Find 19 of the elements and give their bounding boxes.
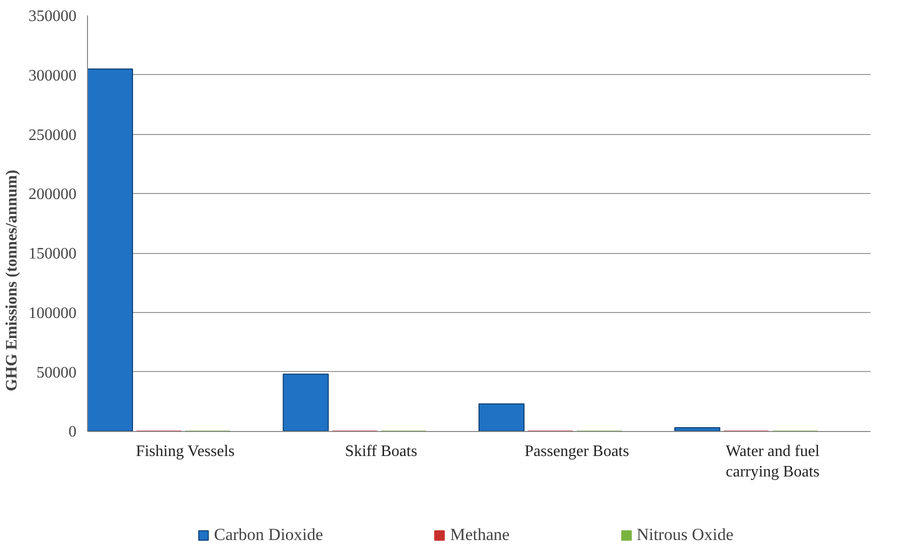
y-tick-label: 350000 — [28, 8, 76, 25]
bar — [88, 68, 134, 432]
x-tick-label: Water and fuel carrying Boats — [726, 443, 820, 481]
y-tick-label: 50000 — [36, 364, 76, 382]
legend-label: Methane — [450, 525, 510, 545]
x-tick-label: Fishing Vessels — [136, 443, 235, 460]
x-tick-label: Passenger Boats — [524, 443, 630, 460]
y-axis-title: GHG Emissions (tonnes/annum) — [4, 170, 20, 392]
legend-label: Carbon Dioxide — [214, 525, 324, 545]
bar — [282, 374, 329, 432]
y-tick-label: 250000 — [28, 126, 76, 144]
legend-label: Nitrous Oxide — [636, 525, 734, 545]
y-tick-label: 150000 — [28, 246, 76, 263]
y-tick-label: 200000 — [28, 186, 76, 204]
bar — [478, 403, 525, 432]
y-tick-label: 0 — [68, 424, 76, 441]
y-tick-label: 300000 — [28, 67, 76, 84]
x-tick-label: Skiff Boats — [345, 443, 418, 460]
y-tick-label: 100000 — [28, 304, 76, 322]
